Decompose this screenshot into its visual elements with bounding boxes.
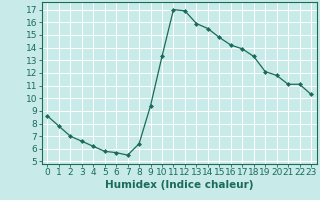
X-axis label: Humidex (Indice chaleur): Humidex (Indice chaleur) xyxy=(105,180,253,190)
